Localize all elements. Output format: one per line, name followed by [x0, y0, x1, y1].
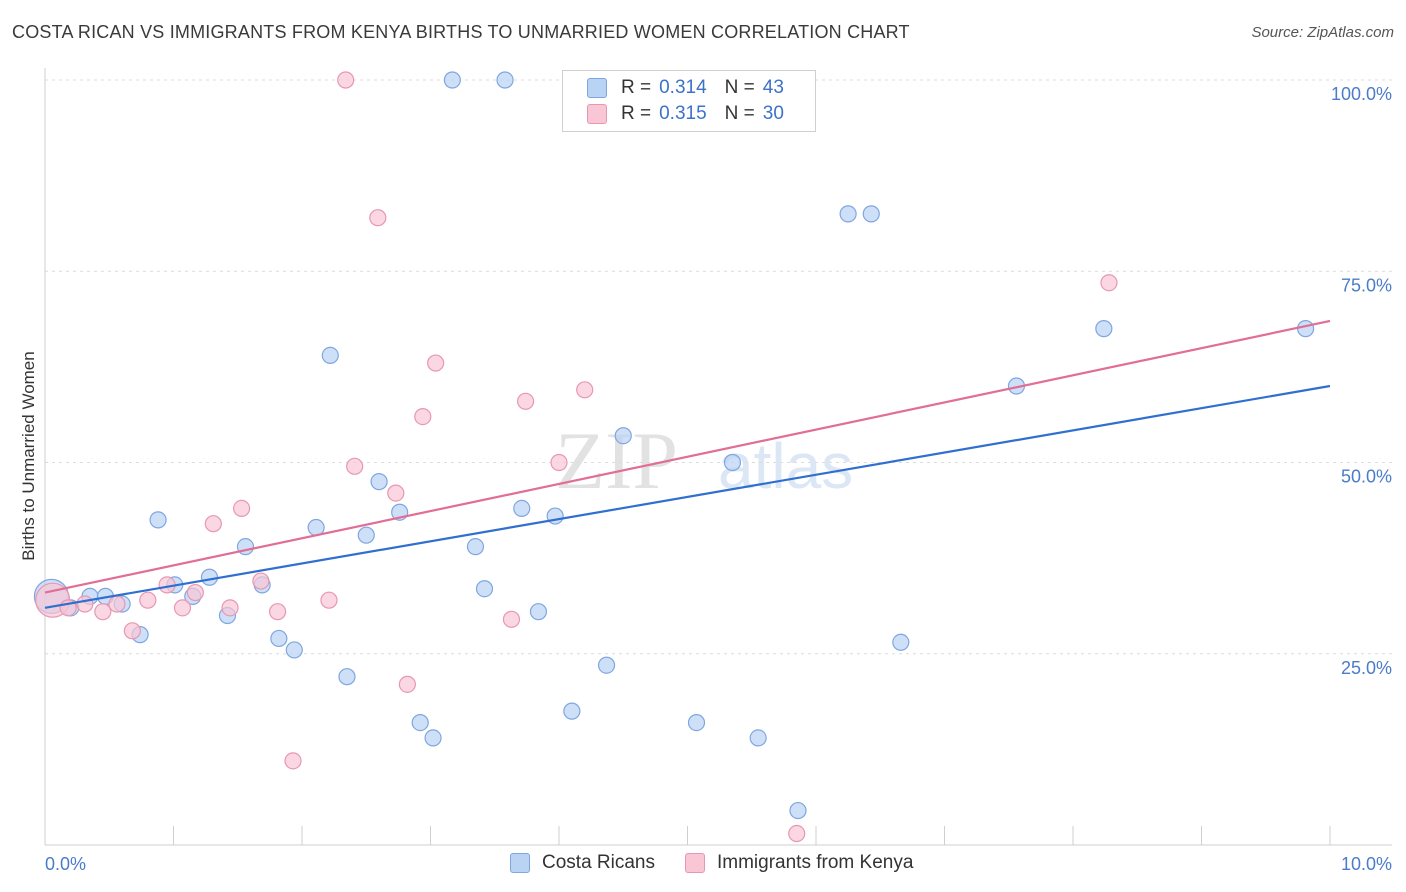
axes [44, 68, 1392, 846]
point-costa-ricans [411, 713, 429, 732]
point-kenya [108, 595, 126, 613]
trend-line-kenya [44, 319, 1331, 594]
legend-swatch-blue [587, 78, 607, 98]
point-costa-ricans [285, 641, 303, 659]
trend-lines [44, 319, 1331, 609]
legend-swatch-pink [685, 853, 705, 873]
point-costa-ricans [200, 568, 219, 586]
watermark-zip: ZIP [555, 415, 678, 506]
legend-label-kenya: Immigrants from Kenya [717, 852, 914, 873]
point-kenya [139, 591, 157, 609]
point-costa-ricans [149, 511, 167, 529]
point-costa-ricans [687, 713, 706, 732]
point-kenya [550, 453, 568, 472]
watermark-atlas: atlas [718, 430, 853, 502]
legend-r-value: 0.314 [659, 77, 707, 98]
x-tick-label-min: 0.0% [45, 854, 86, 874]
point-costa-ricans [1095, 320, 1113, 338]
point-kenya [76, 595, 94, 613]
point-costa-ricans [892, 633, 910, 651]
point-kenya [788, 824, 806, 843]
legend-row-costa-ricans: R = 0.314 N = 43 [587, 76, 784, 100]
point-costa-ricans [475, 580, 494, 598]
legend-n-value: 43 [762, 77, 784, 98]
y-tick-label: 50.0% [1341, 467, 1392, 487]
legend-n-label: N = [724, 77, 755, 98]
tick-labels: 25.0% 50.0% 75.0% 100.0% 0.0% 10.0% [45, 84, 1392, 874]
y-tick-label: 25.0% [1341, 658, 1392, 678]
point-kenya [346, 457, 364, 475]
point-kenya [94, 603, 112, 621]
point-costa-ricans [789, 801, 807, 820]
point-kenya [369, 209, 387, 227]
chart-title: COSTA RICAN VS IMMIGRANTS FROM KENYA BIR… [12, 22, 910, 42]
trend-line-costa-ricans [44, 384, 1331, 609]
legend-swatch-blue [510, 853, 530, 873]
point-kenya [252, 572, 270, 590]
y-tick-label: 100.0% [1331, 84, 1392, 104]
legend-r-value: 0.315 [659, 103, 707, 124]
point-kenya [204, 515, 222, 533]
source-label: Source: ZipAtlas.com [1251, 24, 1394, 41]
point-kenya [337, 71, 355, 89]
point-kenya [387, 484, 405, 502]
legend-label-costa-ricans: Costa Ricans [542, 852, 655, 873]
y-axis-label: Births to Unmarried Women [19, 351, 38, 560]
y-tick-label: 75.0% [1341, 275, 1392, 295]
point-kenya [576, 381, 594, 399]
x-tick-label-max: 10.0% [1341, 854, 1392, 874]
point-costa-ricans [614, 427, 632, 445]
point-kenya [186, 583, 204, 602]
legend-r-label: R = [621, 77, 652, 98]
point-kenya [284, 752, 302, 770]
point-costa-ricans [513, 499, 531, 517]
point-costa-ricans [370, 473, 388, 491]
point-kenya [414, 408, 432, 426]
point-kenya [398, 675, 416, 693]
legend-swatch-pink [587, 104, 607, 124]
point-costa-ricans [357, 526, 375, 544]
legend-n-value: 30 [762, 103, 784, 124]
point-costa-ricans [270, 629, 288, 648]
point-costa-ricans [443, 71, 461, 89]
point-costa-ricans [839, 205, 857, 223]
point-costa-ricans [597, 656, 616, 674]
legend-n-label: N = [724, 103, 755, 124]
point-kenya [516, 392, 535, 410]
stats-legend: R = 0.314 N = 43 R = 0.315 N = 30 [562, 70, 816, 132]
point-costa-ricans [338, 668, 356, 686]
point-kenya [320, 591, 338, 609]
data-points [33, 71, 1315, 843]
point-kenya [268, 603, 287, 621]
point-kenya [221, 599, 239, 617]
series-legend: Costa Ricans Immigrants from Kenya [510, 852, 943, 874]
legend-item-costa-ricans: Costa Ricans [510, 852, 655, 874]
point-costa-ricans [1296, 320, 1315, 338]
legend-item-kenya: Immigrants from Kenya [685, 852, 913, 874]
point-costa-ricans [424, 729, 442, 747]
point-kenya [123, 622, 141, 640]
grid-lines [45, 79, 1392, 655]
point-costa-ricans [723, 453, 742, 472]
point-costa-ricans [496, 71, 514, 89]
point-costa-ricans [529, 603, 548, 621]
point-costa-ricans [321, 346, 339, 364]
point-costa-ricans [862, 205, 880, 223]
point-kenya [427, 354, 445, 372]
point-costa-ricans [466, 538, 485, 556]
point-costa-ricans [749, 729, 767, 747]
legend-row-kenya: R = 0.315 N = 30 [587, 102, 784, 126]
point-costa-ricans [563, 702, 581, 720]
legend-r-label: R = [621, 103, 652, 124]
point-kenya [1100, 274, 1118, 292]
point-kenya [173, 599, 192, 617]
point-kenya [502, 610, 521, 628]
point-kenya [233, 499, 251, 517]
